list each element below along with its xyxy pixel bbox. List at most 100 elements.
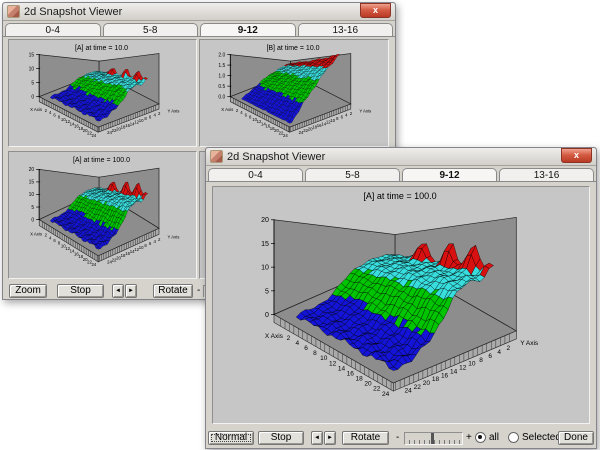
normal-button[interactable]: Normal: [208, 431, 254, 445]
zoom-out-label[interactable]: -: [396, 432, 400, 443]
svg-text:12: 12: [134, 120, 139, 125]
done-button[interactable]: Done: [558, 431, 594, 445]
svg-text:10: 10: [61, 117, 66, 122]
tab-13-16[interactable]: 13-16: [499, 168, 594, 182]
svg-text:8: 8: [313, 350, 317, 357]
tab-5-8[interactable]: 5-8: [102, 23, 198, 37]
plot-panel-b-t10[interactable]: 0.0 0.5 1.0 1.5 2.0 2 4 6 8 10 12 14 16 18 20 22 24 2 4 6 8 1…: [199, 39, 389, 147]
svg-text:22: 22: [87, 131, 92, 136]
svg-text:10: 10: [252, 117, 257, 122]
svg-text:22: 22: [303, 128, 308, 133]
close-icon[interactable]: x: [561, 147, 592, 163]
svg-text:22: 22: [279, 131, 284, 136]
svg-text:12: 12: [65, 119, 70, 124]
svg-text:24: 24: [92, 133, 97, 138]
svg-text:4: 4: [49, 235, 52, 240]
tab-bar: 0-4 5-8 9-12 13-16: [3, 21, 395, 37]
svg-text:2: 2: [507, 345, 511, 352]
surface-plot-svg: 0.00.51.01.52.02 4 6 8 10 12 14 16 18 20 22 2424681…: [200, 40, 386, 144]
svg-text:6: 6: [149, 241, 152, 246]
zoom-in-label[interactable]: +: [466, 432, 472, 443]
svg-text:10: 10: [29, 66, 35, 72]
rotate-button[interactable]: Rotate: [153, 284, 193, 298]
svg-text:6: 6: [488, 353, 492, 360]
slider-thumb[interactable]: [430, 433, 434, 444]
svg-text:14: 14: [450, 368, 458, 375]
svg-text:1.5: 1.5: [218, 63, 225, 69]
prev-button[interactable]: ◄: [112, 284, 124, 298]
svg-text:12: 12: [257, 119, 262, 124]
app-icon: [210, 150, 223, 163]
radio-all[interactable]: all: [475, 432, 499, 443]
svg-text:18: 18: [78, 254, 83, 259]
surface-plot-svg: 0510152024681012141618202224246810121416…: [9, 152, 194, 276]
svg-text:14: 14: [261, 121, 266, 126]
tab-9-12[interactable]: 9-12: [200, 23, 296, 37]
stop-button[interactable]: Stop: [258, 431, 304, 445]
svg-text:4: 4: [153, 113, 156, 118]
svg-text:Y Axis: Y Axis: [520, 340, 539, 347]
svg-text:2: 2: [158, 237, 161, 242]
svg-text:4: 4: [345, 113, 348, 118]
app-icon: [7, 5, 20, 18]
zoom-button[interactable]: Zoom: [9, 284, 47, 298]
svg-text:2: 2: [350, 111, 353, 116]
svg-text:16: 16: [441, 372, 449, 379]
svg-text:18: 18: [121, 125, 126, 130]
svg-text:15: 15: [261, 241, 269, 248]
tab-bar: 0-4 5-8 9-12 13-16: [206, 166, 596, 182]
svg-text:20: 20: [83, 128, 88, 133]
svg-text:4: 4: [49, 110, 52, 115]
svg-text:15: 15: [29, 52, 35, 58]
plot-panel-a-t10[interactable]: 0 5 10 15 2 4 6 8 10 12 14 16 18 20 22 24 2 4 6 8 10 12 14 16 18…: [8, 39, 197, 147]
svg-text:22: 22: [414, 384, 422, 391]
svg-text:20: 20: [116, 126, 121, 131]
plot-panel-a-t100[interactable]: 0 5 10 15 20 2 4 6 8 10 12 14 16 18 20 22 24 2 4 6 8 10 12 14 16…: [8, 151, 197, 279]
svg-text:14: 14: [130, 249, 135, 254]
svg-text:4: 4: [240, 110, 243, 115]
next-button[interactable]: ►: [324, 431, 336, 445]
svg-text:6: 6: [245, 112, 248, 117]
svg-text:8: 8: [144, 243, 147, 248]
speed-slider[interactable]: [404, 432, 463, 445]
titlebar[interactable]: 2d Snapshot Viewer x: [206, 147, 596, 166]
svg-text:24: 24: [107, 130, 112, 135]
svg-text:12: 12: [326, 120, 331, 125]
svg-text:2: 2: [45, 108, 48, 113]
tab-9-12[interactable]: 9-12: [402, 168, 497, 182]
zoom-out-label[interactable]: -: [197, 285, 201, 296]
svg-text:16: 16: [74, 124, 79, 129]
tab-0-4[interactable]: 0-4: [208, 168, 303, 182]
svg-text:20: 20: [274, 128, 279, 133]
titlebar[interactable]: 2d Snapshot Viewer x: [3, 2, 395, 21]
svg-text:16: 16: [347, 370, 355, 377]
window-title: 2d Snapshot Viewer: [227, 150, 326, 163]
svg-text:20: 20: [29, 167, 35, 173]
svg-text:10: 10: [139, 118, 144, 123]
svg-text:24: 24: [404, 388, 412, 395]
svg-text:5: 5: [265, 288, 269, 295]
tab-0-4[interactable]: 0-4: [5, 23, 101, 37]
radio-selected[interactable]: Selected: [508, 432, 561, 443]
next-button[interactable]: ►: [125, 284, 137, 298]
svg-text:10: 10: [261, 265, 269, 272]
svg-text:Y Axis: Y Axis: [359, 109, 371, 114]
rotate-button[interactable]: Rotate: [342, 431, 389, 445]
tab-13-16[interactable]: 13-16: [297, 23, 393, 37]
radio-selected-dot[interactable]: [508, 432, 519, 443]
svg-text:24: 24: [92, 262, 97, 267]
plot-panel-a-t100-large[interactable]: 0 5 10 15 20 2 4 6 8 10 12 14 16 18 20 22 24 2 4 6 8 10 12 14 16…: [212, 186, 590, 424]
svg-text:24: 24: [107, 259, 112, 264]
prev-button[interactable]: ◄: [311, 431, 323, 445]
svg-text:0.5: 0.5: [218, 84, 225, 90]
close-icon[interactable]: x: [360, 2, 391, 18]
radio-all-dot[interactable]: [475, 432, 486, 443]
svg-text:X Axis: X Axis: [265, 333, 284, 340]
svg-text:5: 5: [31, 80, 34, 86]
window-front: 2d Snapshot Viewer x 0-4 5-8 9-12 13-16 0 5 1…: [205, 147, 597, 449]
svg-text:1.0: 1.0: [218, 73, 225, 79]
tab-5-8[interactable]: 5-8: [305, 168, 400, 182]
svg-text:8: 8: [249, 115, 252, 120]
svg-text:12: 12: [65, 246, 70, 251]
stop-button[interactable]: Stop: [57, 284, 104, 298]
